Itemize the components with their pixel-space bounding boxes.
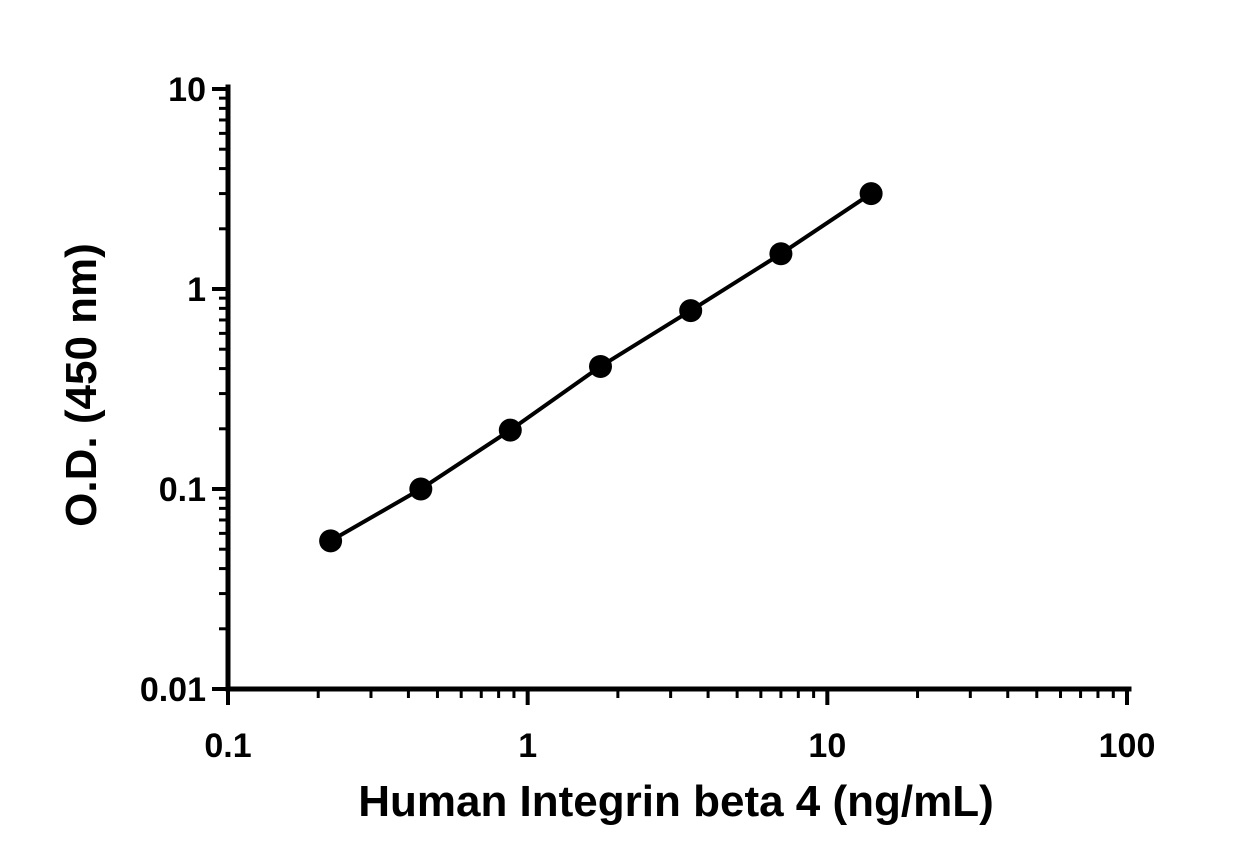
x-tick-label: 100 bbox=[1099, 727, 1156, 765]
data-point bbox=[498, 418, 522, 442]
y-tick-label: 0.01 bbox=[140, 671, 206, 709]
data-point bbox=[859, 182, 883, 206]
data-point bbox=[409, 477, 433, 501]
x-tick-label: 10 bbox=[808, 727, 846, 765]
y-tick-label: 1 bbox=[187, 271, 206, 309]
axes bbox=[225, 84, 1132, 692]
data-point bbox=[679, 299, 703, 323]
tick-marks bbox=[212, 87, 1129, 705]
x-axis-title: Human Integrin beta 4 (ng/mL) bbox=[358, 777, 994, 826]
data-point bbox=[319, 529, 343, 553]
y-tick-label: 10 bbox=[168, 71, 206, 109]
x-tick-label: 0.1 bbox=[204, 727, 251, 765]
data-point bbox=[588, 354, 612, 378]
y-axis-title: O.D. (450 nm) bbox=[57, 243, 106, 527]
y-tick-label: 0.1 bbox=[159, 471, 206, 509]
data-point bbox=[769, 242, 793, 266]
tick-labels: 0.1 1 10 100 0.01 0.1 1 10 bbox=[140, 71, 1156, 765]
x-tick-label: 1 bbox=[518, 727, 537, 765]
data-series bbox=[319, 182, 883, 553]
